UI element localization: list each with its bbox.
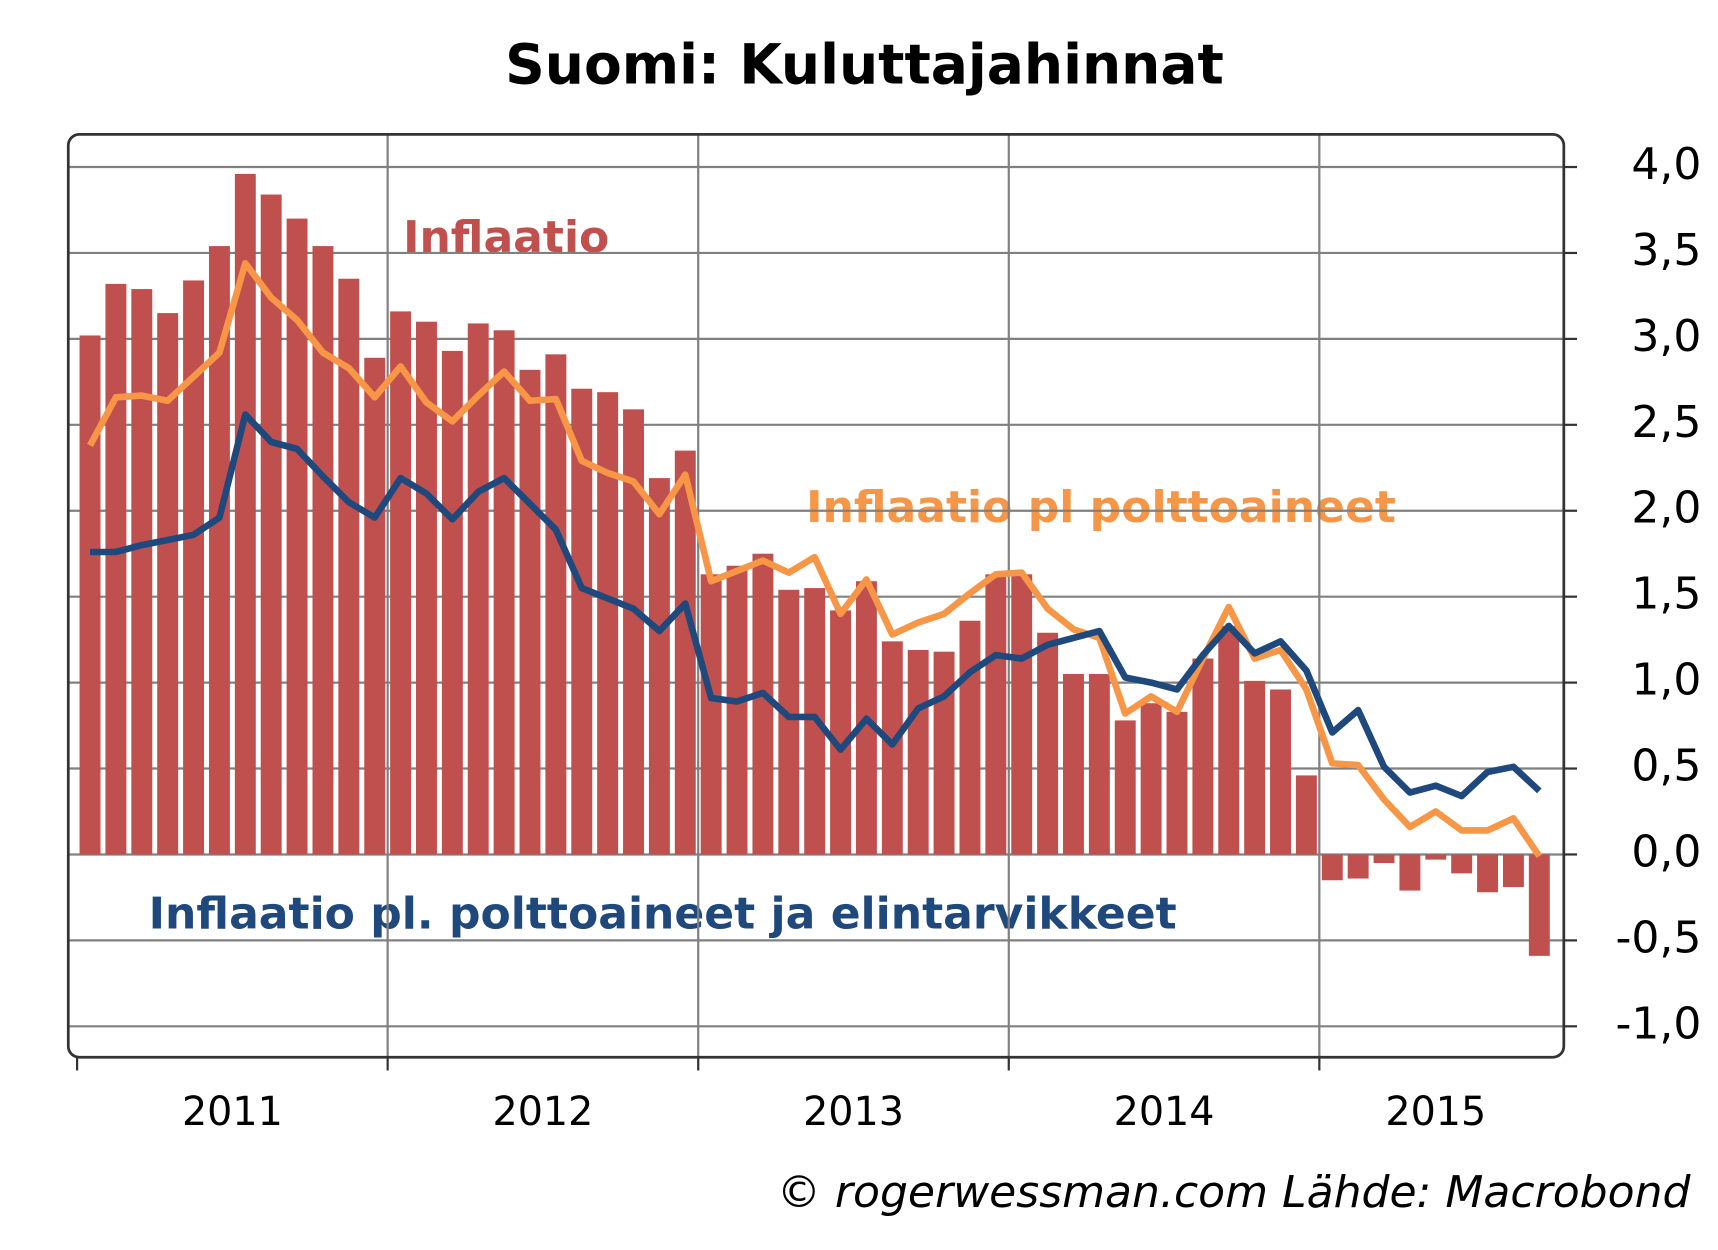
x-tick-label: 2013: [803, 1089, 904, 1135]
bar: [467, 323, 489, 855]
x-tick-label: 2015: [1385, 1089, 1486, 1135]
y-tick-label: 2,5: [1631, 397, 1701, 448]
bar: [1244, 680, 1266, 855]
bar: [1399, 854, 1421, 891]
bar: [597, 392, 619, 855]
bar: [933, 651, 955, 855]
bar: [1270, 689, 1291, 855]
bar: [1451, 854, 1473, 874]
bar: [79, 335, 101, 855]
bar: [1088, 674, 1110, 855]
bar: [830, 610, 852, 855]
bar: [752, 553, 774, 855]
series-label: Inflaatio: [403, 212, 609, 263]
bar: [1347, 854, 1369, 879]
y-tick-label: 1,5: [1631, 569, 1701, 620]
bar: [959, 620, 981, 855]
bar: [1321, 854, 1343, 881]
y-tick-label: 0,5: [1631, 741, 1701, 792]
bar: [1477, 854, 1499, 893]
bar: [700, 574, 722, 855]
bar: [985, 574, 1007, 855]
bar: [778, 589, 800, 855]
bar: [286, 218, 308, 855]
bar: [1166, 711, 1188, 855]
bar: [1218, 625, 1240, 855]
bar: [260, 194, 282, 855]
bar: [1140, 703, 1162, 855]
bar: [183, 280, 205, 855]
bar: [234, 173, 256, 855]
source: © rogerwessman.com Lähde: Macrobond: [777, 1167, 1692, 1218]
bar: [545, 354, 567, 855]
y-tick-label: 4,0: [1631, 139, 1701, 190]
y-tick-label: 2,0: [1631, 483, 1701, 534]
bar: [364, 357, 386, 855]
bar: [1502, 854, 1524, 888]
bar: [1528, 854, 1550, 956]
bar: [338, 278, 360, 855]
bar: [105, 283, 127, 855]
bar: [1373, 854, 1395, 864]
bar: [571, 388, 593, 855]
bar: [881, 641, 903, 855]
line: [90, 411, 1542, 800]
bar: [1114, 720, 1136, 855]
bar: [907, 649, 929, 855]
bar: [416, 321, 437, 855]
bar: [623, 409, 644, 855]
bar: [493, 330, 515, 855]
line: [87, 259, 1543, 859]
series-label: Inflaatio pl. polttoaineet ja elintarvik…: [149, 888, 1177, 939]
bar: [1011, 574, 1033, 855]
bar: [157, 313, 179, 855]
bar: [1192, 658, 1214, 855]
x-tick-label: 2011: [182, 1089, 283, 1135]
bar: [312, 246, 334, 855]
y-tick-label: 3,5: [1631, 225, 1701, 276]
x-tick-label: 2012: [493, 1089, 594, 1135]
bar: [208, 246, 230, 855]
series-label: Inflaatio pl polttoaineet: [806, 482, 1396, 533]
bar: [648, 478, 670, 855]
y-tick-label: -0,5: [1616, 912, 1702, 963]
bar: [1063, 674, 1084, 855]
chart-title: Suomi: Kuluttajahinnat: [505, 32, 1224, 96]
y-tick-label: 1,0: [1631, 655, 1701, 706]
bar: [726, 565, 748, 855]
y-tick-label: 0,0: [1631, 826, 1701, 877]
x-tick-label: 2014: [1114, 1089, 1215, 1135]
bar: [1295, 775, 1317, 855]
bar: [131, 289, 153, 855]
y-tick-label: -1,0: [1616, 998, 1702, 1049]
plot-frame: [66, 133, 1566, 1059]
bar: [390, 311, 412, 855]
bar: [674, 450, 696, 855]
plot: -1,0 -0,5 0,0 0,5 1,0 1,5 2,0 2,5 3,0 3,5 4,0 2011 2…: [66, 133, 1702, 1135]
y-tick-label: 3,0: [1631, 311, 1701, 362]
bar: [1425, 854, 1447, 860]
bar: [441, 350, 463, 855]
bar: [519, 369, 541, 855]
bar: [1037, 632, 1059, 855]
